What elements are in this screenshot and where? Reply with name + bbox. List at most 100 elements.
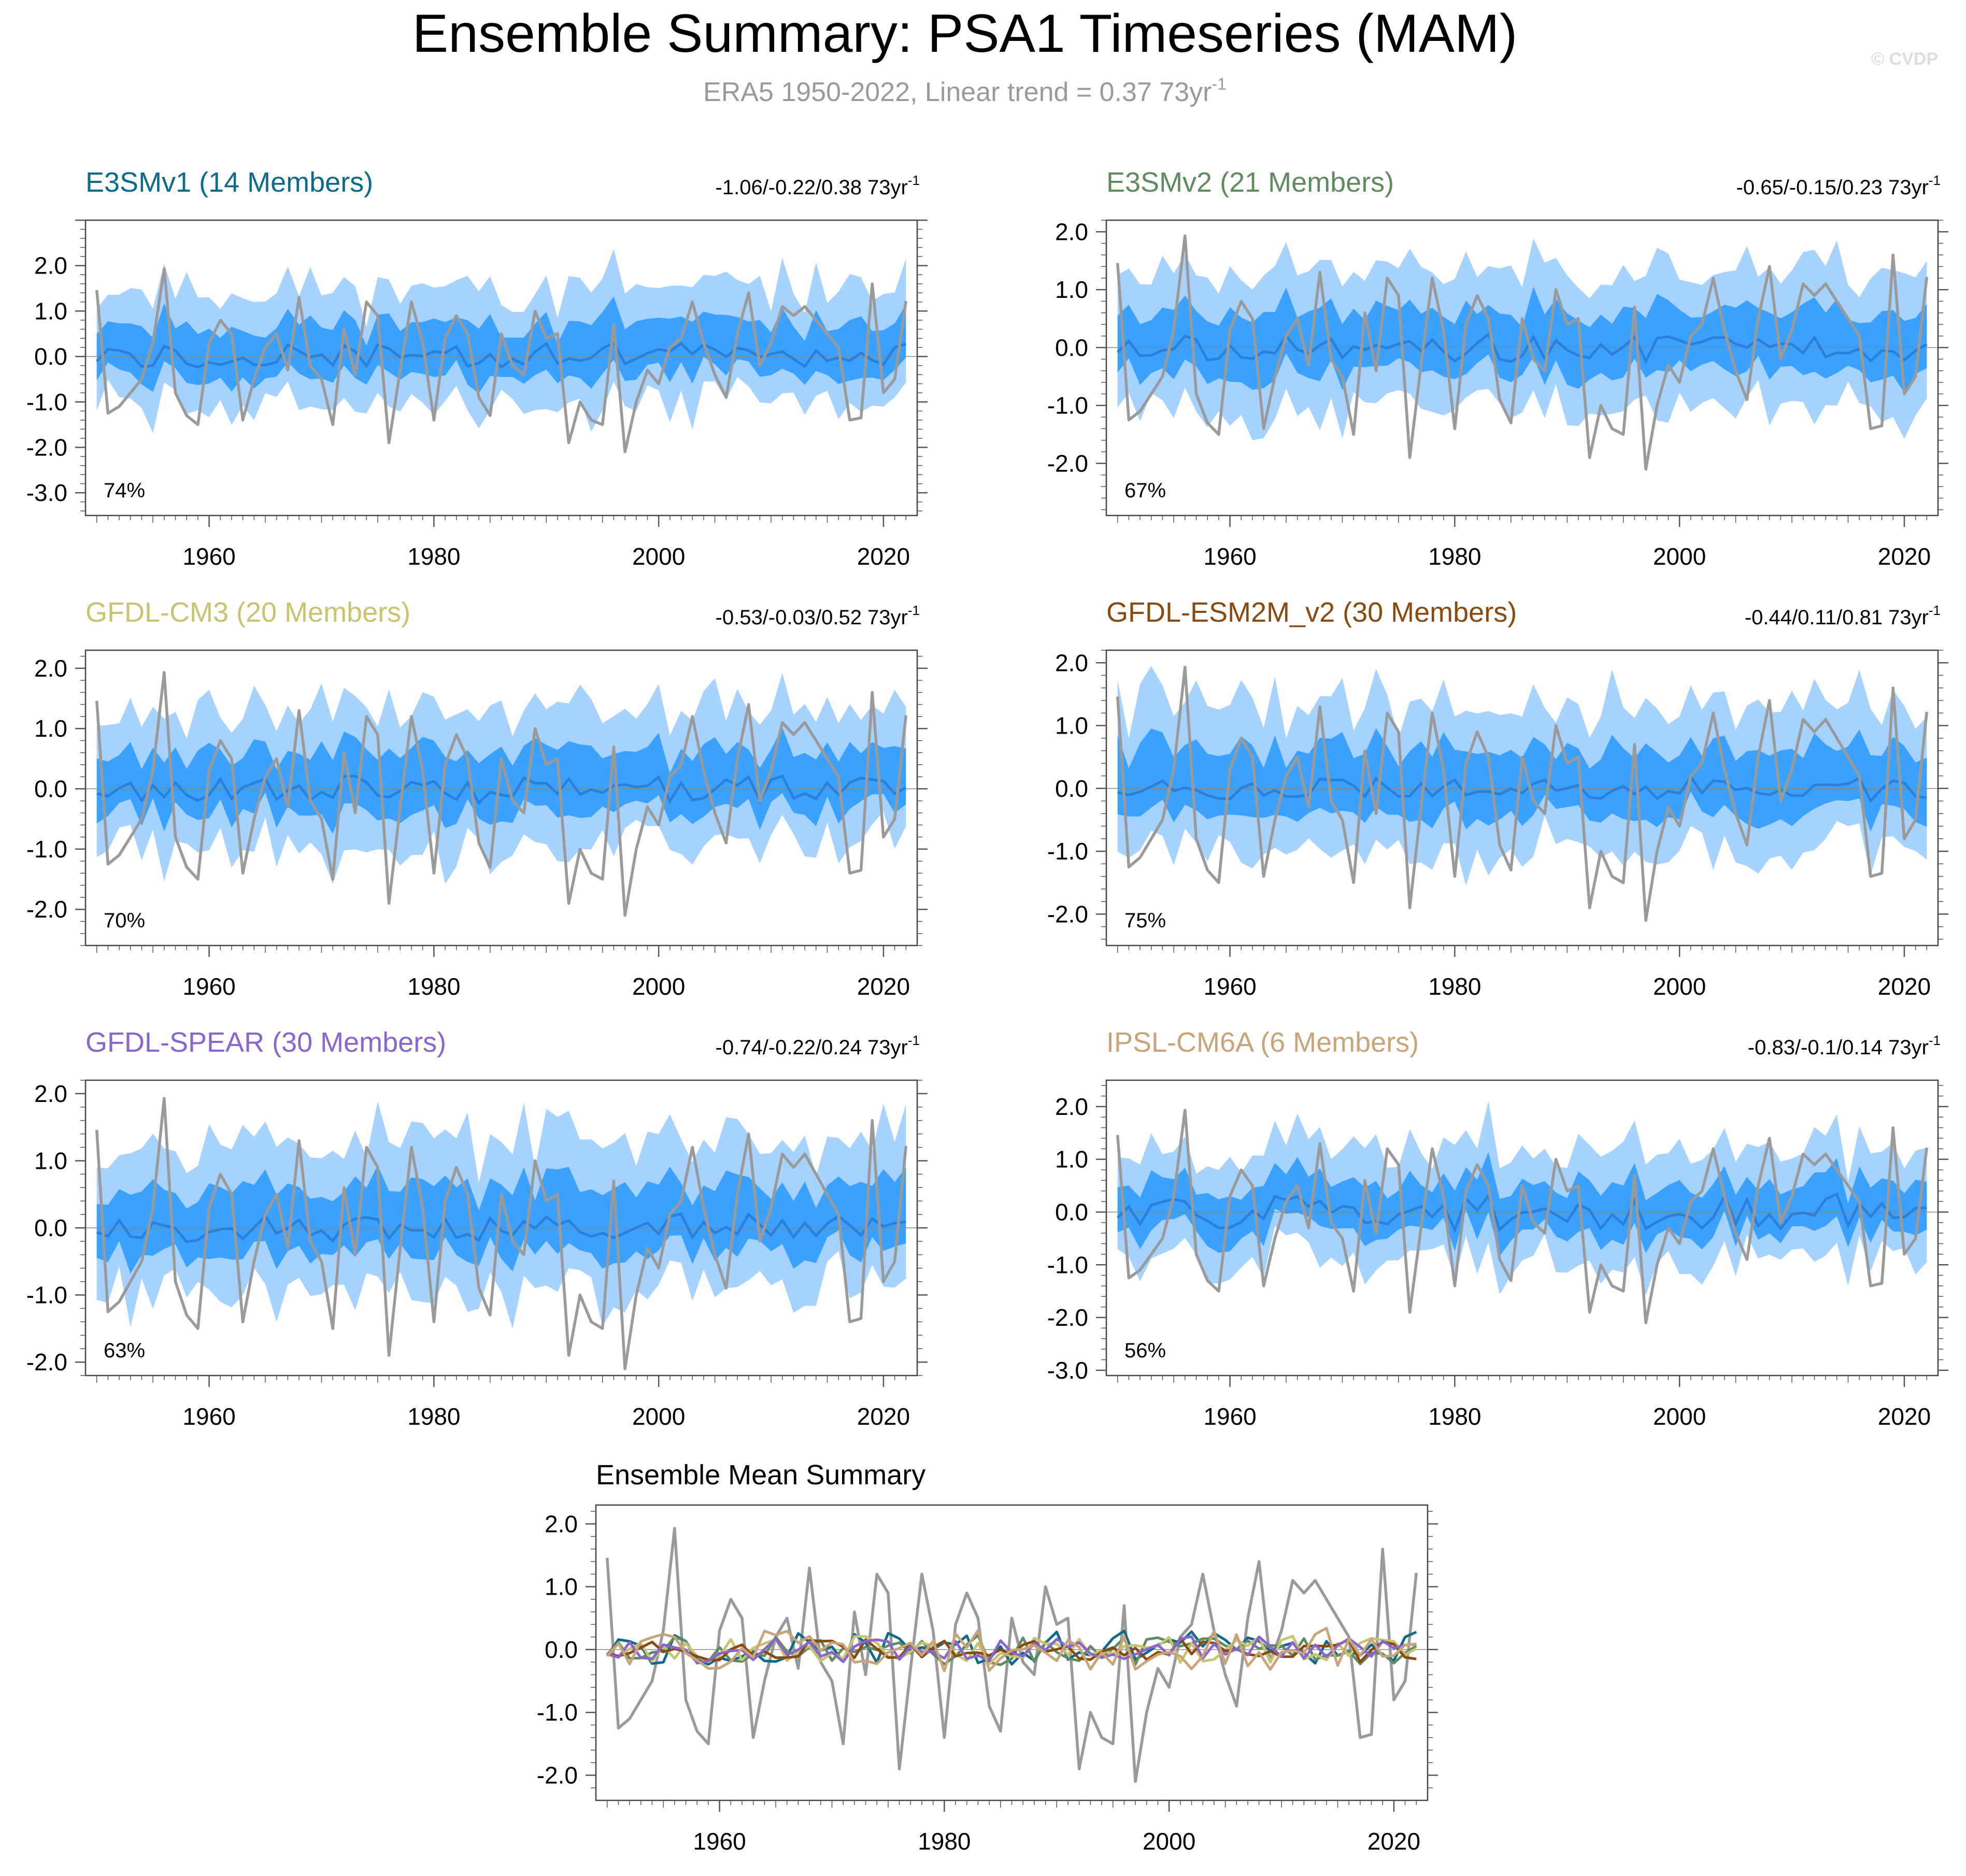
x-tick-label: 2020 (1878, 543, 1931, 570)
y-tick-label: -1.0 (1047, 392, 1088, 419)
x-tick-label: 1980 (1428, 973, 1481, 1000)
x-tick-label: 2020 (857, 973, 910, 1000)
y-tick-label: -3.0 (1047, 1357, 1088, 1384)
x-tick-label: 1960 (182, 1403, 235, 1430)
y-tick-label: -1.0 (1047, 838, 1088, 865)
trend-text-sup: -1 (1929, 173, 1941, 188)
panel-title: GFDL-ESM2M_v2 (30 Members) (1106, 597, 1517, 628)
x-tick-label: 1980 (1428, 1403, 1481, 1430)
x-tick-label: 1960 (182, 543, 235, 570)
x-tick-label: 1960 (1203, 973, 1256, 1000)
y-tick-label: -2.0 (26, 434, 67, 461)
x-tick-label: 1960 (1203, 1403, 1256, 1430)
x-tick-label: 1980 (1428, 543, 1481, 570)
y-tick-label: 2.0 (34, 1080, 67, 1107)
x-tick-label: 2000 (1653, 543, 1706, 570)
x-tick-label: 1980 (407, 1403, 460, 1430)
y-tick-label: -1.0 (537, 1699, 578, 1726)
x-tick-label: 2000 (632, 973, 685, 1000)
trend-text: -0.74/-0.22/0.24 73yr-1 (716, 1033, 920, 1059)
y-tick-label: -2.0 (26, 896, 67, 923)
ensemble-mean-line (96, 774, 907, 805)
y-tick-label: -2.0 (26, 1349, 67, 1376)
trend-text: -0.44/0.11/0.81 73yr-1 (1745, 603, 1941, 629)
obs-line-era5 (95, 267, 908, 453)
y-tick-label: 1.0 (545, 1573, 578, 1600)
obs-line-era5 (1116, 234, 1929, 471)
x-tick-label: 2000 (1653, 1403, 1706, 1430)
x-tick-label: 1980 (407, 973, 460, 1000)
trend-text-sup: -1 (908, 173, 920, 188)
y-tick-label: 2.0 (545, 1510, 578, 1537)
ensemble-mean-line (95, 341, 907, 369)
panel-gfdl-spear: 1960 1980 2000 2020 2.0 1.0 0.0 -1.0 -2.0 GFDL-SP… (26, 1027, 928, 1430)
trend-text-main: -0.83/-0.1/0.14 73yr (1748, 1036, 1929, 1059)
ensemble-mean-line (96, 1212, 906, 1243)
ensemble-mean-line (1116, 1192, 1927, 1234)
obs-line-era5 (1116, 1109, 1929, 1324)
panel-title: E3SMv2 (21 Members) (1106, 167, 1394, 198)
x-tick-label: 2000 (632, 543, 685, 570)
subtitle-text: ERA5 1950-2022, Linear trend = 0.37 73yr (703, 77, 1212, 107)
y-tick-label: 0.0 (545, 1636, 578, 1663)
y-tick-label: 2.0 (1055, 649, 1088, 676)
x-tick-label: 2020 (1878, 1403, 1931, 1430)
summary-line-e3smv2 (606, 1634, 1417, 1666)
trend-text: -1.06/-0.22/0.38 73yr-1 (716, 173, 920, 199)
y-tick-label: 2.0 (34, 252, 67, 279)
ensemble-mean-line (1116, 332, 1928, 365)
trend-text-sup: -1 (1929, 603, 1941, 618)
x-tick-label: 1960 (693, 1828, 746, 1855)
y-tick-label: 1.0 (1055, 1146, 1088, 1173)
trend-text-main: -1.06/-0.22/0.38 73yr (716, 176, 908, 199)
trend-text: -0.53/-0.03/0.52 73yr-1 (716, 603, 920, 629)
x-tick-label: 2020 (1878, 973, 1931, 1000)
main-title: Ensemble Summary: PSA1 Timeseries (MAM) (412, 4, 1518, 64)
x-tick-label: 2020 (857, 1403, 910, 1430)
summary-title: Ensemble Mean Summary (596, 1459, 925, 1491)
trend-text-sup: -1 (908, 1033, 920, 1048)
panel-e3smv1: 1960 1980 2000 2020 2.0 1.0 0.0 -1.0 -2.0 -3.0 E3S… (26, 167, 928, 570)
trend-text-main: -0.65/-0.15/0.23 73yr (1736, 176, 1929, 199)
trend-text: -0.65/-0.15/0.23 73yr-1 (1736, 173, 1941, 199)
subtitle: ERA5 1950-2022, Linear trend = 0.37 73yr… (703, 75, 1227, 107)
x-tick-label: 2000 (1143, 1828, 1195, 1855)
y-tick-label: 2.0 (1055, 218, 1088, 245)
inner-spread-band (1117, 1152, 1927, 1256)
obs-line-era5 (95, 671, 908, 917)
y-tick-label: -1.0 (26, 836, 67, 863)
x-tick-label: 2000 (632, 1403, 685, 1430)
x-tick-label: 2000 (1653, 973, 1706, 1000)
inner-spread-band (1117, 287, 1927, 393)
x-tick-label: 1960 (1203, 543, 1256, 570)
y-tick-label: 1.0 (1055, 276, 1088, 303)
inner-spread-band (96, 727, 906, 834)
ensemble-mean-line (1117, 775, 1927, 804)
x-tick-label: 1960 (182, 973, 235, 1000)
y-tick-label: -2.0 (1047, 900, 1088, 927)
y-tick-label: 2.0 (1055, 1093, 1088, 1120)
subtitle-sup: -1 (1212, 75, 1227, 93)
obs-line-era5 (1116, 665, 1929, 922)
percent-label: 75% (1124, 909, 1166, 932)
trend-text-main: -0.44/0.11/0.81 73yr (1745, 606, 1929, 629)
x-tick-label: 1980 (918, 1828, 971, 1855)
panel-gfdl-cm3: 1960 1980 2000 2020 2.0 1.0 0.0 -1.0 -2.0 GFDL-CM… (26, 597, 928, 1000)
percent-label: 56% (1124, 1339, 1166, 1362)
summary-line-ipsl-cm6a (606, 1627, 1417, 1672)
panel-title: GFDL-CM3 (20 Members) (86, 597, 410, 628)
trend-text: -0.83/-0.1/0.14 73yr-1 (1748, 1033, 1941, 1059)
y-tick-label: 1.0 (1055, 712, 1088, 739)
panel-title: E3SMv1 (14 Members) (86, 167, 373, 198)
percent-label: 67% (1124, 479, 1166, 502)
summary-line-era5 (605, 1527, 1418, 1783)
panel-ipsl-cm6a: 1960 1980 2000 2020 2.0 1.0 0.0 -1.0 -2.0 -3.0 IPS… (1047, 1027, 1948, 1430)
trend-text-main: -0.74/-0.22/0.24 73yr (716, 1036, 908, 1059)
y-tick-label: 0.0 (1055, 334, 1088, 361)
y-tick-label: -1.0 (26, 389, 67, 416)
x-tick-label: 2020 (857, 543, 910, 570)
y-tick-label: -2.0 (1047, 450, 1088, 477)
panel-title: IPSL-CM6A (6 Members) (1106, 1027, 1419, 1058)
y-tick-label: -2.0 (1047, 1304, 1088, 1331)
